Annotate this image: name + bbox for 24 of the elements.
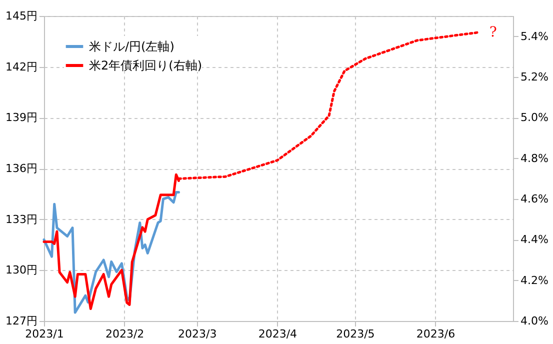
y-tick-label: 133円 [6,212,38,226]
y2-tick-label: 4.4% [520,233,548,246]
legend-label: 米2年債利回り(右軸) [89,58,202,72]
y-tick-label: 142円 [6,60,38,74]
y2-tick-label: 4.6% [520,192,548,206]
y-tick-label: 136円 [6,162,38,175]
annotation: ? [489,24,497,40]
y2-tick-label: 5.4% [520,30,548,43]
y2-tick-label: 5.0% [520,111,548,124]
x-tick-label: 2023/1 [25,328,64,340]
y2-tick-label: 4.8% [520,152,548,165]
y-tick-label: 127円 [6,314,38,328]
x-tick-label: 2023/2 [105,328,144,340]
x-tick-label: 2023/5 [336,328,375,340]
y-tick-label: 139円 [6,111,38,124]
x-tick-label: 2023/4 [258,328,298,340]
y2-tick-label: 4.0% [520,314,548,328]
y2-tick-label: 4.2% [520,274,548,287]
x-tick-label: 2023/3 [178,328,217,340]
y2-tick-label: 5.2% [520,70,548,84]
y-tick-label: 130円 [6,264,38,277]
y-tick-label: 145円 [6,10,38,22]
legend-label: 米ドル/円(左軸) [89,40,174,54]
x-tick-label: 2023/6 [416,328,456,340]
